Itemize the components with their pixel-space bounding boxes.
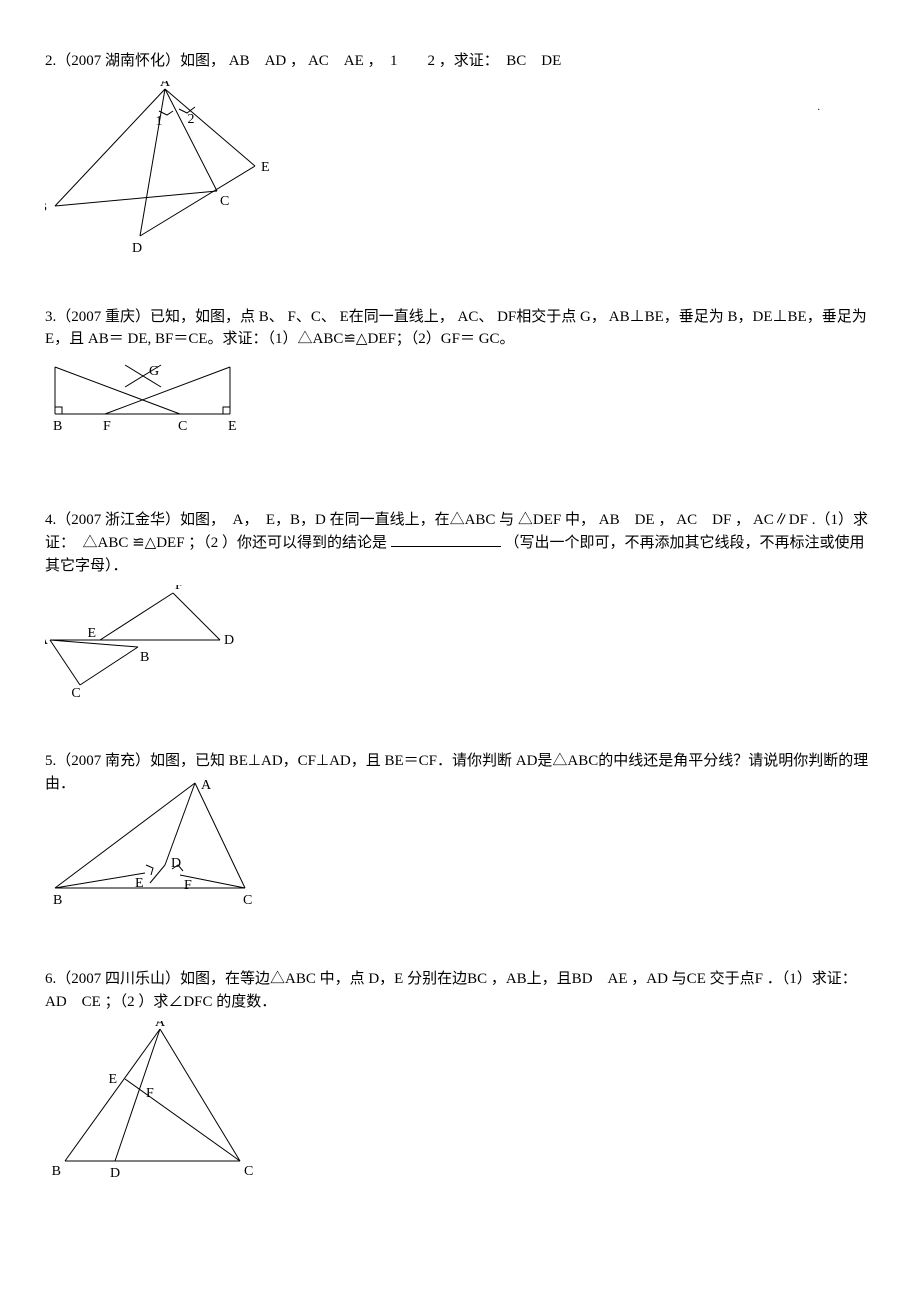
page-marker: . <box>818 100 821 115</box>
diagram-6: A B C D E F <box>45 1021 265 1181</box>
svg-text:2: 2 <box>188 112 195 127</box>
diagram-5: A B C D E F <box>45 773 275 908</box>
svg-text:C: C <box>71 686 80 700</box>
svg-text:B: B <box>53 893 62 908</box>
svg-text:F: F <box>146 1086 154 1101</box>
svg-text:E: E <box>135 876 144 891</box>
svg-text:E: E <box>108 1072 117 1087</box>
diagram-3: B F C E G <box>45 359 255 439</box>
svg-text:C: C <box>220 194 229 209</box>
problem-5: 5.（2007 南充）如图，已知 BE⊥AD，CF⊥AD，且 BE＝CF．请你判… <box>45 750 875 908</box>
svg-text:D: D <box>171 856 181 871</box>
diagram-4: A E B D C F <box>45 585 245 700</box>
problem-6: 6.（2007 四川乐山）如图，在等边△ABC 中，点 D，E 分别在边BC ，… <box>45 968 875 1181</box>
svg-text:B: B <box>140 650 149 665</box>
svg-text:E: E <box>228 419 237 434</box>
svg-text:1: 1 <box>156 114 163 129</box>
svg-text:B: B <box>45 200 47 215</box>
svg-text:D: D <box>132 241 142 256</box>
svg-text:D: D <box>224 633 234 648</box>
svg-text:F: F <box>184 878 192 893</box>
svg-text:A: A <box>160 81 171 90</box>
problem-6-text: 6.（2007 四川乐山）如图，在等边△ABC 中，点 D，E 分别在边BC ，… <box>45 968 875 1013</box>
svg-text:C: C <box>244 1164 253 1179</box>
svg-text:F: F <box>175 585 183 593</box>
svg-text:B: B <box>53 419 62 434</box>
svg-text:D: D <box>110 1166 120 1181</box>
svg-text:E: E <box>261 160 270 175</box>
svg-text:C: C <box>178 419 187 434</box>
svg-text:A: A <box>155 1021 166 1030</box>
p2-pre: 2.（2007 湖南怀化）如图， <box>45 53 225 69</box>
svg-text:C: C <box>243 893 252 908</box>
problem-4-text: 4.（2007 浙江金华）如图， A， E，B，D 在同一直线上，在△ABC 与… <box>45 509 875 578</box>
problem-2-text: 2.（2007 湖南怀化）如图， AB AD ， AC AE ， 1 2 ，求证… <box>45 50 875 73</box>
svg-text:G: G <box>149 364 159 379</box>
svg-text:A: A <box>201 778 212 793</box>
diagram-2: A B C D E 1 2 <box>45 81 305 256</box>
problem-2: 2.（2007 湖南怀化）如图， AB AD ， AC AE ， 1 2 ，求证… <box>45 50 875 256</box>
svg-text:F: F <box>103 419 111 434</box>
fill-blank[interactable] <box>391 531 501 547</box>
problem-4: 4.（2007 浙江金华）如图， A， E，B，D 在同一直线上，在△ABC 与… <box>45 509 875 701</box>
p2-cond: AB AD ， AC AE ， 1 2 ，求证： BC DE <box>229 53 562 69</box>
svg-text:E: E <box>87 626 96 641</box>
svg-text:A: A <box>45 633 49 648</box>
svg-text:B: B <box>52 1164 61 1179</box>
problem-3: 3.（2007 重庆）已知，如图，点 B、 F、C、 E在同一直线上， AC、 … <box>45 306 875 439</box>
problem-3-text: 3.（2007 重庆）已知，如图，点 B、 F、C、 E在同一直线上， AC、 … <box>45 306 875 351</box>
